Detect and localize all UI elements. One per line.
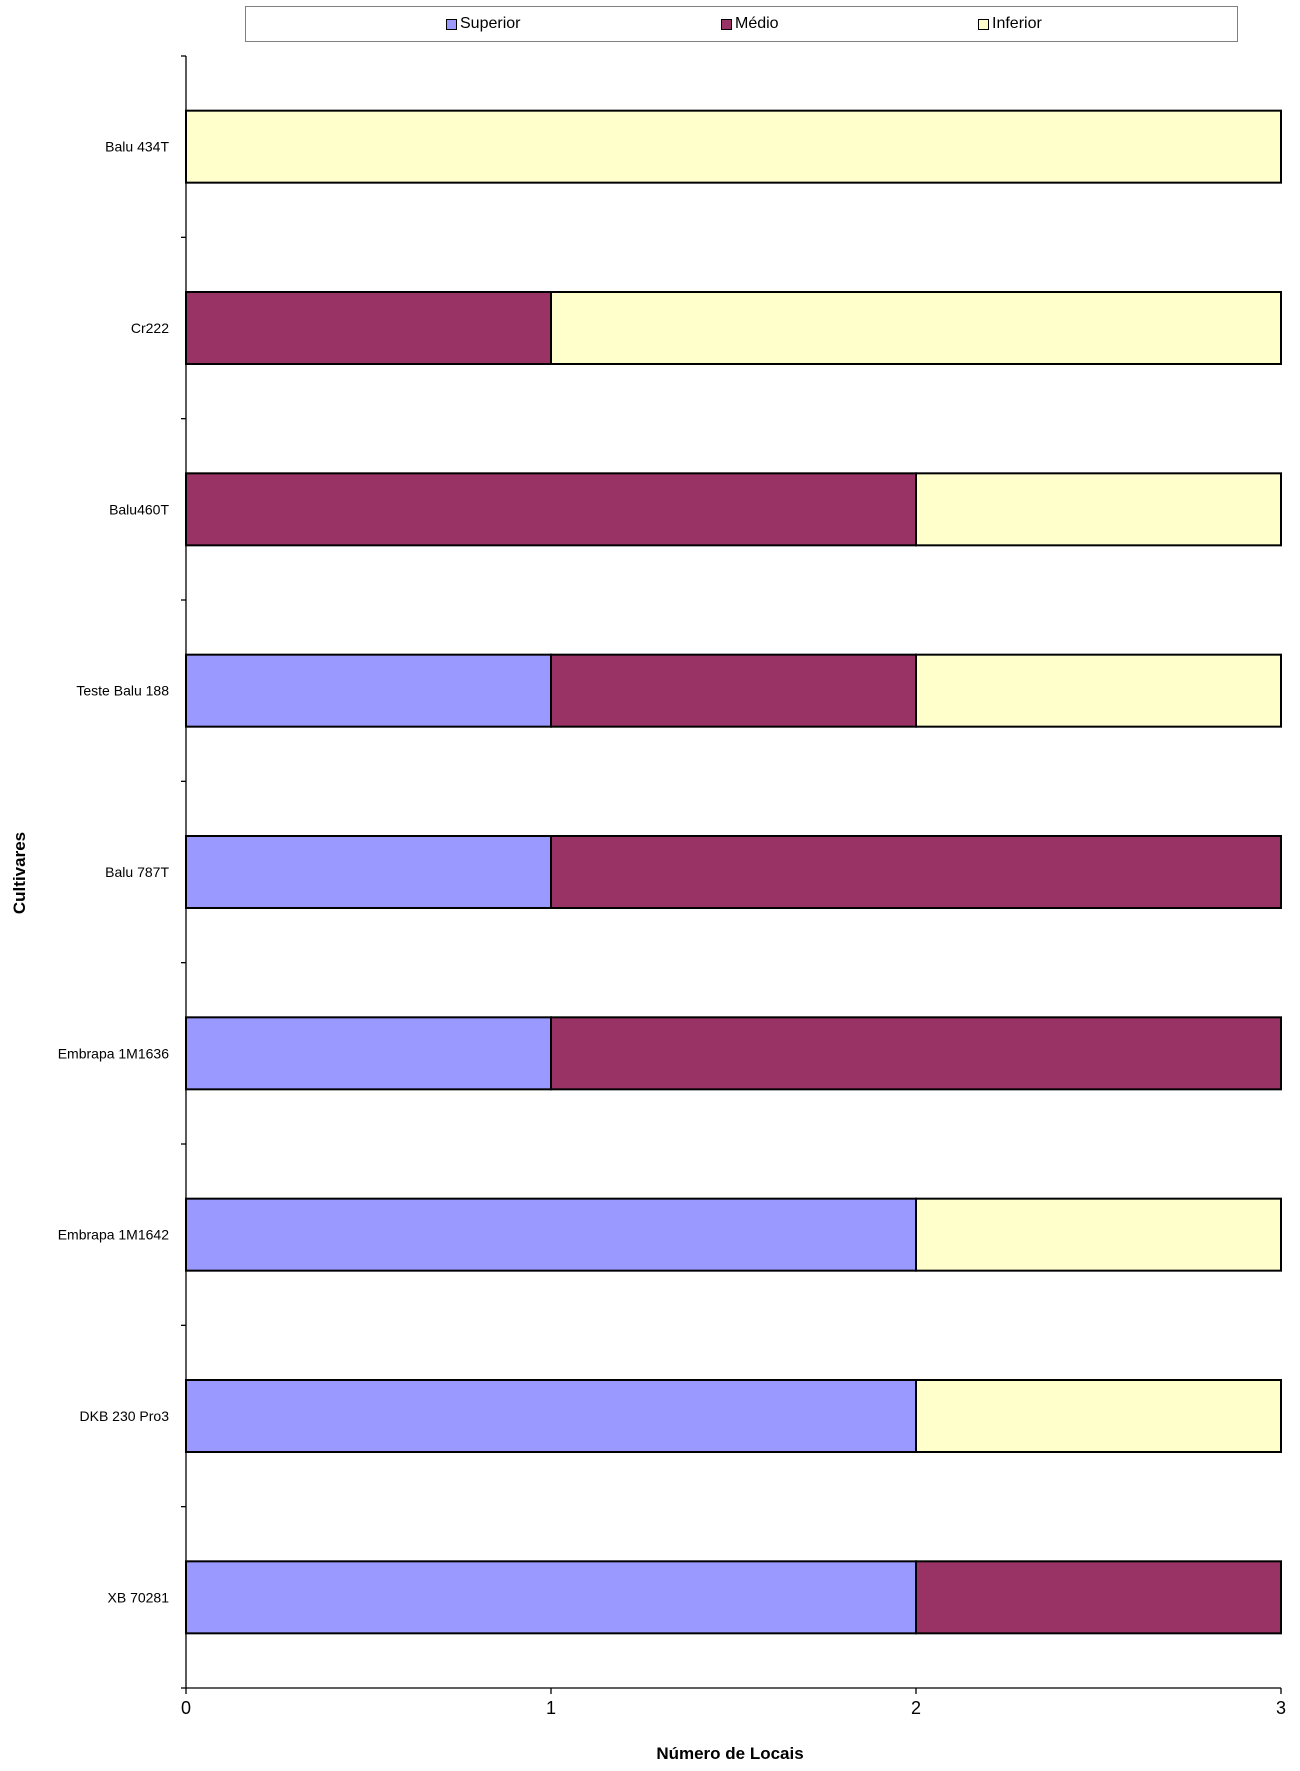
bar-medio-1 [185, 291, 552, 365]
y-tick-label-3: Teste Balu 188 [76, 683, 169, 699]
legend-item-inferior: Inferior [978, 15, 1042, 33]
legend-swatch-superior [446, 18, 457, 30]
y-tick-label-8: XB 70281 [108, 1589, 170, 1605]
y-tick-label-1: Cr222 [131, 320, 169, 336]
x-tick-label-3: 3 [1276, 1698, 1286, 1718]
bar-superior-4 [185, 835, 552, 909]
bar-superior-8 [185, 1560, 917, 1635]
bar-medio-3 [550, 653, 917, 728]
legend-swatch-medio [721, 18, 732, 30]
legend-label-medio: Médio [735, 15, 779, 32]
bar-inferior-0 [185, 109, 1282, 184]
bar-medio-8 [915, 1560, 1282, 1635]
legend-swatch-inferior [978, 18, 989, 30]
bar-superior-5 [185, 1016, 552, 1091]
bar-inferior-7 [915, 1379, 1282, 1453]
y-tick-label-7: DKB 230 Pro3 [80, 1408, 170, 1424]
legend-label-superior: Superior [460, 15, 521, 32]
bar-superior-6 [185, 1197, 917, 1272]
legend-label-inferior: Inferior [992, 15, 1042, 32]
bar-superior-7 [185, 1379, 917, 1453]
bar-inferior-1 [550, 291, 1282, 365]
bar-inferior-6 [915, 1197, 1282, 1272]
y-axis-title: Cultivares [10, 831, 29, 915]
y-tick-label-4: Balu 787T [105, 864, 169, 880]
legend-item-medio: Médio [721, 15, 779, 33]
bar-medio-5 [550, 1016, 1282, 1091]
x-tick-label-1: 1 [546, 1698, 556, 1718]
y-tick-label-6: Embrapa 1M1642 [58, 1227, 170, 1243]
bar-inferior-3 [915, 653, 1282, 728]
bar-medio-4 [550, 835, 1282, 909]
x-tick-label-2: 2 [911, 1698, 921, 1718]
legend: Superior Médio Inferior [245, 6, 1238, 42]
bar-medio-2 [185, 472, 917, 547]
legend-item-superior: Superior [446, 15, 520, 33]
y-tick-label-0: Balu 434T [105, 139, 169, 155]
x-axis-title: Número de Locais [656, 1744, 804, 1763]
x-tick-label-0: 0 [181, 1698, 191, 1718]
bar-superior-3 [185, 653, 552, 728]
y-tick-label-5: Embrapa 1M1636 [58, 1045, 170, 1061]
y-tick-label-2: Balu460T [109, 501, 169, 517]
bar-inferior-2 [915, 472, 1282, 547]
